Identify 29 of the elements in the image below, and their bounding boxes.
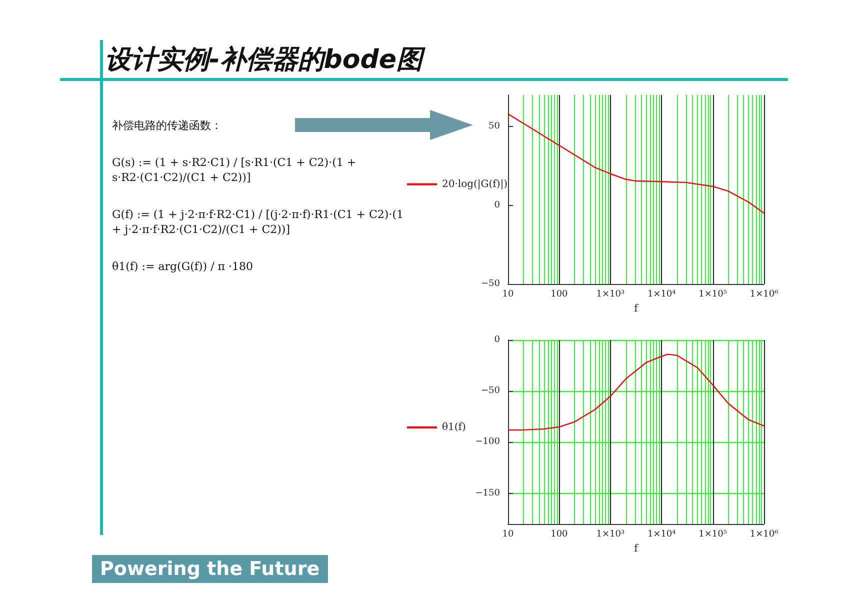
x-tick-label: 1×10³ <box>596 290 625 300</box>
y-tick-label: −50 <box>481 386 500 396</box>
y-tick-label: −50 <box>481 279 500 289</box>
y-tick-label: −100 <box>475 437 500 448</box>
x-tick-label: 1×10³ <box>596 530 625 540</box>
text: Powering the Future <box>92 555 328 583</box>
y-tick-label: −150 <box>475 488 500 498</box>
legend-label: 20·log(|G(f)|) <box>442 178 508 190</box>
y-tick-label: 50 <box>488 122 500 132</box>
text: 设计实例-补偿器的bode图 <box>105 44 423 77</box>
x-tick-label: 10 <box>502 290 514 300</box>
x-tick-label: 1×10⁴ <box>647 530 676 540</box>
x-tick-label: 1×10⁵ <box>698 290 728 300</box>
x-tick-label: 100 <box>550 530 568 540</box>
legend-label: θ1(f) <box>442 422 466 433</box>
x-tick-label: 100 <box>550 290 568 300</box>
text: G(s) := (1 + s·R2·C1) / [s·R1·(C1 + C2)·(1 + s·R2·(C1·C2)/(C1 + C2))] <box>112 155 358 185</box>
text: 补偿电路的传递函数： <box>112 118 223 133</box>
x-axis-title: f <box>634 544 640 554</box>
text: θ1(f) := arg(G(f)) / π ·180 <box>112 259 254 274</box>
x-tick-label: 1×10⁵ <box>698 530 728 540</box>
text: G(f) := (1 + j·2·π·f·R2·C1) / [(j·2·π·f)·R1·(C1 + C2)·(1 + j·2·π·f·R2·(C1·C2)/(C1 + C2))] <box>112 207 404 237</box>
x-tick-label: 1×10⁶ <box>750 530 779 540</box>
x-tick-label: 10 <box>502 530 514 540</box>
y-tick-label: 0 <box>494 335 500 345</box>
x-tick-label: 1×10⁴ <box>647 290 676 300</box>
y-tick-label: 0 <box>494 200 500 210</box>
x-axis-title: f <box>634 304 640 314</box>
x-tick-label: 1×10⁶ <box>750 290 779 300</box>
